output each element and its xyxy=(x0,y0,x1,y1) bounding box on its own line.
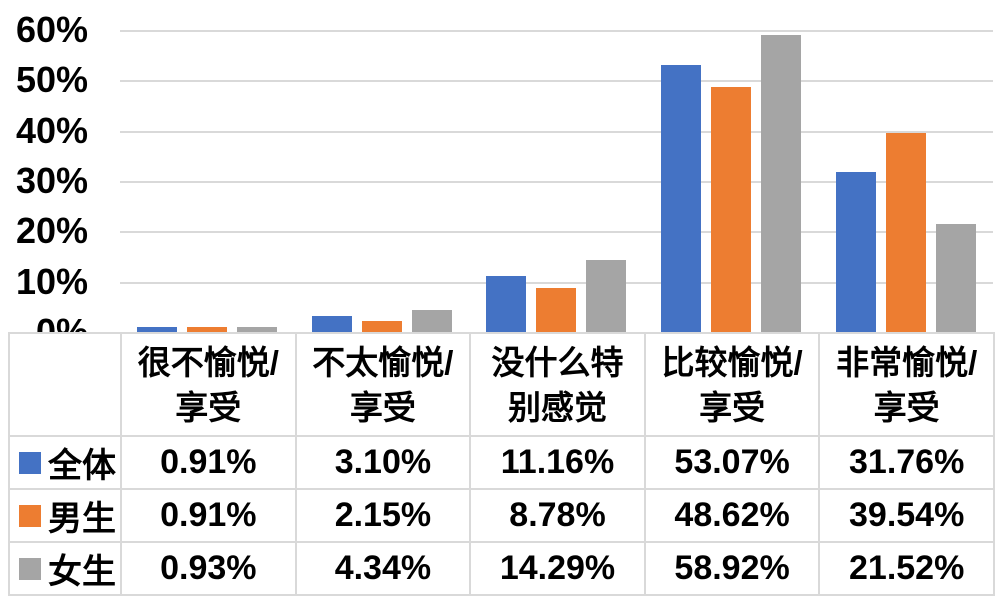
bar-group xyxy=(644,30,819,332)
category-header-cell: 没什么特 别感觉 xyxy=(469,332,646,437)
bar xyxy=(311,316,352,332)
plot-area xyxy=(120,30,993,334)
value-cell: 39.54% xyxy=(818,488,995,543)
y-axis-tick-label: 20% xyxy=(15,210,88,252)
series-legend-cell: 全体 xyxy=(8,435,122,490)
gridline xyxy=(120,30,993,32)
series-legend: 男生 xyxy=(10,491,120,540)
table-row: 女生 0.93% 4.34% 14.29% 58.92% 21.52% xyxy=(8,541,995,596)
value-cell: 14.29% xyxy=(469,541,646,596)
category-header-cell: 非常愉悦/ 享受 xyxy=(818,332,995,437)
value-cell: 8.78% xyxy=(469,488,646,543)
bar-group xyxy=(295,30,470,332)
gridline xyxy=(120,80,993,83)
y-axis-tick-label: 50% xyxy=(15,59,88,101)
legend-swatch-icon xyxy=(19,557,41,580)
bar-group xyxy=(120,30,295,332)
value-cell: 53.07% xyxy=(643,435,821,490)
gridline xyxy=(120,181,993,183)
series-legend: 全体 xyxy=(10,438,120,487)
category-header-cell: 不太愉悦/ 享受 xyxy=(294,332,472,437)
gridline xyxy=(120,130,993,133)
value-cell: 4.34% xyxy=(294,541,472,596)
bar xyxy=(661,64,702,332)
value-cell: 58.92% xyxy=(643,541,821,596)
series-legend-cell: 男生 xyxy=(8,488,122,543)
value-cell: 0.91% xyxy=(120,435,297,490)
series-name: 女生 xyxy=(48,553,116,591)
y-axis: 60% 50% 40% 30% 20% 10% 0% xyxy=(0,9,88,352)
gridline xyxy=(120,281,993,284)
series-name: 男生 xyxy=(48,500,116,538)
bar xyxy=(237,327,278,332)
value-cell: 2.15% xyxy=(294,488,472,543)
bar xyxy=(411,310,452,332)
category-header-cell: 很不愉悦/ 享受 xyxy=(120,332,297,437)
bar-group xyxy=(818,30,993,332)
bar-group xyxy=(469,30,644,332)
bar xyxy=(187,327,228,332)
legend-swatch-icon xyxy=(19,504,41,527)
bar xyxy=(486,275,527,332)
value-cell: 11.16% xyxy=(469,435,646,490)
value-cell: 0.93% xyxy=(120,541,297,596)
bar xyxy=(885,132,926,332)
series-legend: 女生 xyxy=(10,544,120,593)
data-table: 很不愉悦/ 享受 不太愉悦/ 享受 没什么特 别感觉 比较愉悦/ 享受 非常愉悦/ 享受… xyxy=(8,332,995,596)
bar xyxy=(361,321,402,332)
y-axis-tick-label: 30% xyxy=(15,160,88,201)
bar xyxy=(835,172,876,332)
value-cell: 48.62% xyxy=(643,488,821,543)
table-corner-cell xyxy=(8,332,122,437)
legend-swatch-icon xyxy=(19,451,41,474)
category-header-row: 很不愉悦/ 享受 不太愉悦/ 享受 没什么特 别感觉 比较愉悦/ 享受 非常愉悦/ 享受 xyxy=(8,332,995,437)
y-axis-tick-label: 10% xyxy=(15,260,88,302)
bar xyxy=(137,327,178,332)
gridline xyxy=(120,231,993,234)
series-legend-cell: 女生 xyxy=(8,541,122,596)
table-row: 全体 0.91% 3.10% 11.16% 53.07% 31.76% xyxy=(8,435,995,490)
table-row: 男生 0.91% 2.15% 8.78% 48.62% 39.54% xyxy=(8,488,995,543)
bar xyxy=(761,35,802,332)
value-cell: 3.10% xyxy=(294,435,472,490)
y-axis-tick-label: 60% xyxy=(15,9,88,50)
value-cell: 0.91% xyxy=(120,488,297,543)
bar xyxy=(586,260,627,332)
series-name: 全体 xyxy=(48,447,116,485)
bar xyxy=(711,87,752,332)
value-cell: 31.76% xyxy=(818,435,995,490)
value-cell: 21.52% xyxy=(818,541,995,596)
y-axis-tick-label: 40% xyxy=(15,109,88,151)
bar xyxy=(935,223,976,332)
bar xyxy=(536,287,577,332)
category-header-cell: 比较愉悦/ 享受 xyxy=(643,332,821,437)
